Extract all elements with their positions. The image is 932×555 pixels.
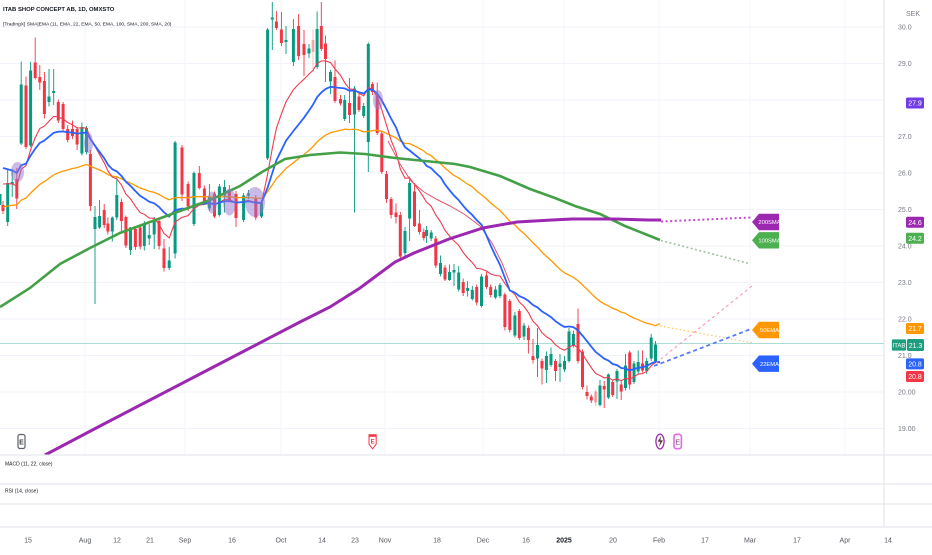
svg-text:[TradingX] SMA|EMA (11, EMA, 2: [TradingX] SMA|EMA (11, EMA, 22, EMA, 50… bbox=[3, 22, 172, 28]
svg-text:29.0: 29.0 bbox=[898, 61, 912, 68]
svg-text:RSI (14, close): RSI (14, close) bbox=[5, 489, 38, 495]
svg-text:100SMA: 100SMA bbox=[758, 239, 780, 245]
svg-text:Mar: Mar bbox=[744, 538, 757, 545]
svg-text:200SMA: 200SMA bbox=[758, 220, 780, 226]
svg-text:Apr: Apr bbox=[840, 538, 852, 545]
svg-text:21.3: 21.3 bbox=[909, 343, 923, 350]
svg-text:23.0: 23.0 bbox=[898, 280, 912, 287]
svg-text:20.8: 20.8 bbox=[908, 374, 922, 381]
svg-text:22.0: 22.0 bbox=[898, 317, 912, 324]
svg-text:20: 20 bbox=[609, 538, 617, 545]
svg-text:12: 12 bbox=[113, 538, 121, 545]
svg-text:Oct: Oct bbox=[276, 538, 287, 545]
svg-text:Dec: Dec bbox=[477, 538, 490, 545]
svg-text:ITAB SHOP CONCEPT AB, 1D, OMXS: ITAB SHOP CONCEPT AB, 1D, OMXSTO bbox=[3, 7, 115, 13]
svg-text:Feb: Feb bbox=[653, 538, 665, 545]
svg-text:20.8: 20.8 bbox=[908, 362, 922, 369]
svg-text:21: 21 bbox=[146, 538, 154, 545]
svg-text:E: E bbox=[19, 440, 24, 447]
svg-text:Nov: Nov bbox=[379, 538, 392, 545]
svg-text:23: 23 bbox=[351, 538, 359, 545]
svg-text:18: 18 bbox=[433, 538, 441, 545]
svg-text:27.0: 27.0 bbox=[898, 134, 912, 141]
svg-text:24.6: 24.6 bbox=[908, 220, 922, 227]
svg-text:E: E bbox=[371, 440, 375, 446]
svg-text:Sep: Sep bbox=[179, 538, 192, 545]
svg-text:MACD (11, 22, close): MACD (11, 22, close) bbox=[5, 462, 53, 468]
svg-text:E: E bbox=[675, 440, 680, 447]
svg-text:SEK: SEK bbox=[906, 11, 920, 18]
svg-text:21.7: 21.7 bbox=[908, 326, 922, 333]
svg-text:14: 14 bbox=[884, 538, 892, 545]
svg-text:19.00: 19.00 bbox=[898, 426, 916, 433]
svg-text:27.9: 27.9 bbox=[908, 101, 922, 108]
svg-text:ITAB: ITAB bbox=[893, 344, 906, 350]
svg-text:2025: 2025 bbox=[556, 538, 572, 545]
svg-text:17: 17 bbox=[701, 538, 709, 545]
svg-text:24.0: 24.0 bbox=[898, 244, 912, 251]
svg-text:16: 16 bbox=[522, 538, 530, 545]
svg-text:21.0: 21.0 bbox=[898, 353, 912, 360]
svg-text:25.0: 25.0 bbox=[898, 207, 912, 214]
svg-text:17: 17 bbox=[793, 538, 801, 545]
svg-text:20.00: 20.00 bbox=[898, 390, 916, 397]
svg-text:50EMA: 50EMA bbox=[760, 328, 779, 334]
svg-text:14: 14 bbox=[318, 538, 326, 545]
svg-text:22EMA: 22EMA bbox=[760, 362, 779, 368]
svg-text:30.0: 30.0 bbox=[898, 25, 912, 32]
svg-text:16: 16 bbox=[228, 538, 236, 545]
svg-text:24.2: 24.2 bbox=[908, 236, 922, 243]
svg-text:Aug: Aug bbox=[79, 538, 92, 545]
svg-text:26.0: 26.0 bbox=[898, 171, 912, 178]
svg-text:15: 15 bbox=[24, 538, 32, 545]
